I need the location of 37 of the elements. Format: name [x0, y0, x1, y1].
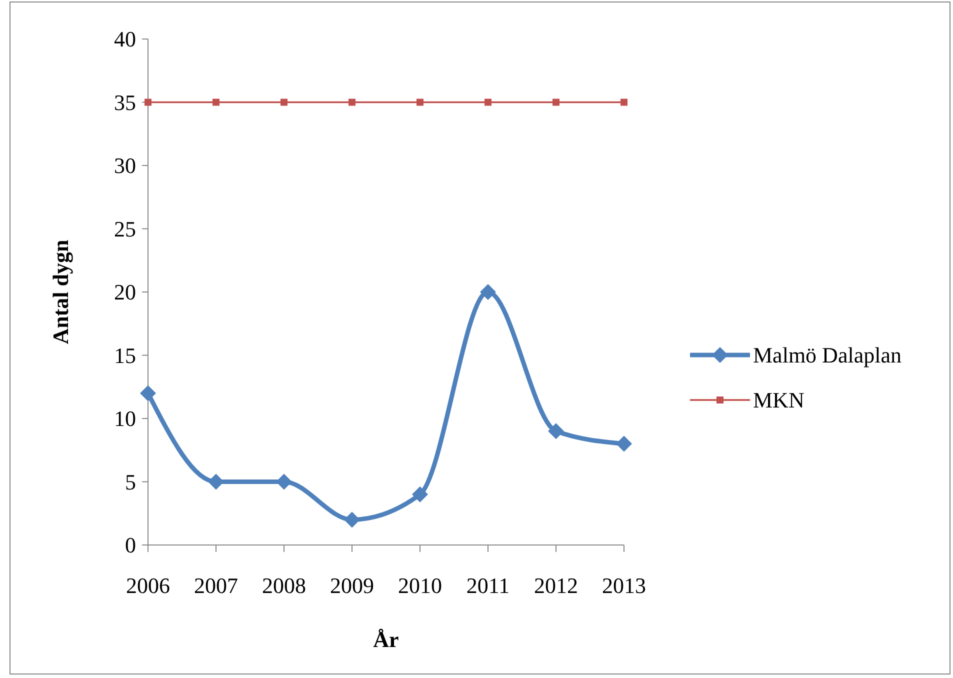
x-tick-label: 2012 [534, 573, 578, 598]
x-tick-label: 2008 [262, 573, 306, 598]
point [616, 436, 632, 452]
y-tick-label: 5 [125, 469, 136, 494]
legend-label: Malmö Dalaplan [753, 342, 902, 368]
y-axis-title: Antal dygn [48, 240, 73, 344]
x-axis-title: År [373, 627, 400, 652]
x-tick-label: 2009 [330, 573, 374, 598]
y-tick-label: 35 [114, 90, 136, 115]
point [212, 98, 220, 106]
y-tick-label: 25 [114, 216, 136, 242]
point [140, 385, 156, 402]
point [620, 98, 628, 106]
point [348, 98, 356, 106]
y-tick-label: 15 [114, 342, 136, 368]
point [412, 486, 428, 502]
x-tick-label: 2006 [126, 573, 170, 598]
legend-label: MKN [753, 388, 804, 413]
y-tick-label: 40 [114, 26, 136, 52]
point [276, 474, 292, 490]
y-tick-label: 30 [114, 153, 136, 178]
point [280, 98, 288, 106]
point [552, 98, 560, 106]
point [208, 474, 224, 490]
point [484, 98, 492, 106]
y-tick-label: 10 [114, 406, 136, 432]
point [416, 98, 424, 106]
point [480, 284, 496, 300]
x-tick-label: 2010 [398, 573, 442, 598]
x-tick-label: 2013 [602, 573, 646, 598]
y-tick-label: 0 [125, 532, 136, 558]
x-tick-label: 2011 [466, 573, 510, 598]
point [144, 98, 152, 106]
point [344, 512, 360, 528]
y-tick-label: 20 [114, 280, 136, 305]
point [548, 423, 564, 440]
x-tick-label: 2007 [194, 573, 238, 598]
